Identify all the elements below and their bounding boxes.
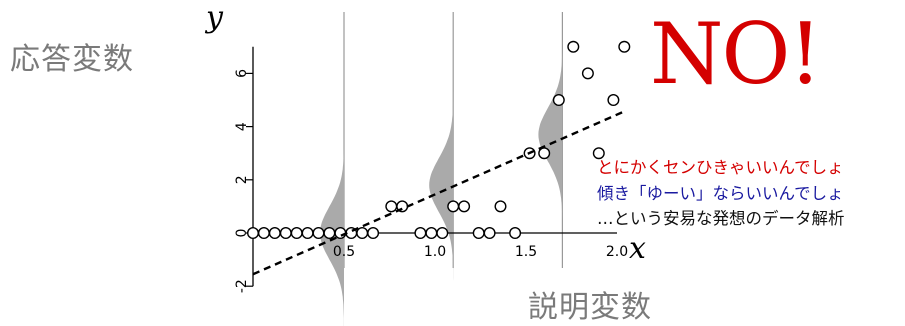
data-point xyxy=(618,40,631,53)
data-point xyxy=(483,226,496,239)
y-tick-label-3: 4 xyxy=(234,122,250,131)
data-point xyxy=(279,226,292,239)
data-point xyxy=(538,147,551,160)
axis-titles: x y xyxy=(204,0,646,266)
axes: -2 0 2 4 6 0.5 1.0 1.5 2.0 xyxy=(234,46,628,293)
data-point xyxy=(567,40,580,53)
x-tick-label-1: 1.0 xyxy=(424,244,446,260)
density-curve-0 xyxy=(320,126,344,326)
data-point xyxy=(447,200,460,213)
data-point xyxy=(552,93,565,106)
data-point xyxy=(581,67,594,80)
density-group xyxy=(320,12,564,326)
data-point xyxy=(494,200,507,213)
fit-line-group xyxy=(252,109,627,276)
note-line-3: …という安易な発想のデータ解析 xyxy=(597,209,845,228)
x-variable-label: 説明変数 xyxy=(528,290,652,325)
density-curve-2 xyxy=(538,28,563,242)
x-axis-title: x xyxy=(629,231,646,266)
regression-line xyxy=(252,109,627,276)
x-tick-label-2: 1.5 xyxy=(515,244,537,260)
data-point xyxy=(436,226,449,239)
y-axis-title: y xyxy=(204,0,224,35)
data-point xyxy=(268,226,281,239)
data-point xyxy=(414,226,427,239)
data-point xyxy=(301,226,314,239)
y-tick-label-0: -2 xyxy=(234,279,250,293)
data-point xyxy=(607,93,620,106)
note-line-1: とにかくセンひきゃいいんでしょ xyxy=(597,158,844,177)
y-tick-label-4: 6 xyxy=(234,69,250,78)
x-tick-label-0: 0.5 xyxy=(333,244,355,260)
data-point xyxy=(509,226,522,239)
data-point xyxy=(472,226,485,239)
x-tick-label-3: 2.0 xyxy=(606,244,628,260)
data-point xyxy=(257,226,270,239)
exclamation-text: NO! xyxy=(650,5,822,103)
data-point xyxy=(592,147,605,160)
points-group xyxy=(246,40,631,239)
data-point xyxy=(323,226,336,239)
y-tick-label-2: 2 xyxy=(234,175,250,184)
density-curve-1 xyxy=(429,78,454,292)
data-point xyxy=(246,226,259,239)
data-point xyxy=(367,226,380,239)
data-point xyxy=(290,226,303,239)
data-point xyxy=(458,200,471,213)
data-point xyxy=(356,226,369,239)
data-point xyxy=(425,226,438,239)
data-point xyxy=(312,226,325,239)
y-tick-label-1: 0 xyxy=(234,229,250,238)
data-point xyxy=(385,200,398,213)
y-variable-label: 応答変数 xyxy=(10,42,134,77)
note-line-2: 傾き「ゆーい」ならいいんでしょ xyxy=(597,184,844,203)
